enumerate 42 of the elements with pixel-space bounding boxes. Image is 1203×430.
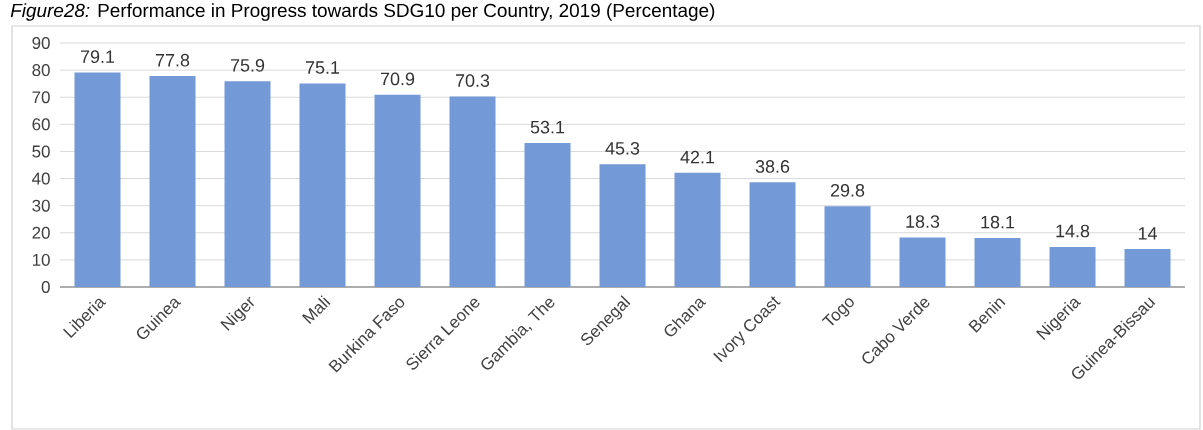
data-label: 18.3 [906, 215, 940, 228]
bar [899, 237, 946, 287]
y-tick-label: 50 [32, 145, 50, 158]
chart-title: Figure28: Performance in Progress towards SDG10 per Country, 2019 (Percentage) [10, 3, 715, 21]
bar [674, 172, 721, 287]
bar [374, 94, 421, 287]
y-tick-label: 70 [32, 91, 50, 104]
data-label: 38.6 [755, 160, 790, 173]
data-label: 75.1 [305, 61, 340, 74]
data-label: 75.9 [230, 59, 265, 72]
bar [524, 143, 571, 287]
y-tick-label: 60 [32, 118, 50, 131]
y-tick-label: 30 [32, 199, 50, 212]
data-label: 77.8 [155, 53, 190, 67]
data-label: 29.8 [830, 183, 865, 197]
data-label: 53.1 [530, 120, 565, 134]
bar [299, 83, 346, 287]
y-tick-label: 10 [32, 253, 50, 266]
data-label: 79.1 [80, 50, 115, 64]
bar [599, 164, 646, 287]
data-label: 18.1 [981, 215, 1015, 229]
bar [824, 206, 871, 287]
y-tick-label: 80 [32, 64, 50, 77]
data-label: 45.3 [605, 141, 640, 155]
bar [1124, 249, 1171, 287]
y-tick-label: 90 [32, 37, 50, 49]
y-tick-label: 40 [32, 172, 50, 185]
x-tick-label: Togo [821, 298, 854, 326]
data-label: 42.1 [680, 150, 715, 164]
bar [449, 96, 496, 287]
bar [74, 72, 121, 287]
bar [149, 76, 196, 287]
bar [224, 81, 271, 287]
data-label: 14 [1138, 227, 1157, 240]
data-label: 70.9 [380, 72, 415, 86]
y-tick-label: 20 [32, 226, 50, 239]
bar [1049, 246, 1096, 287]
data-label: 70.3 [455, 74, 490, 87]
y-tick-label: 0 [41, 281, 50, 293]
data-label: 14.8 [1056, 224, 1090, 238]
bar [974, 237, 1021, 287]
bar [749, 182, 796, 287]
